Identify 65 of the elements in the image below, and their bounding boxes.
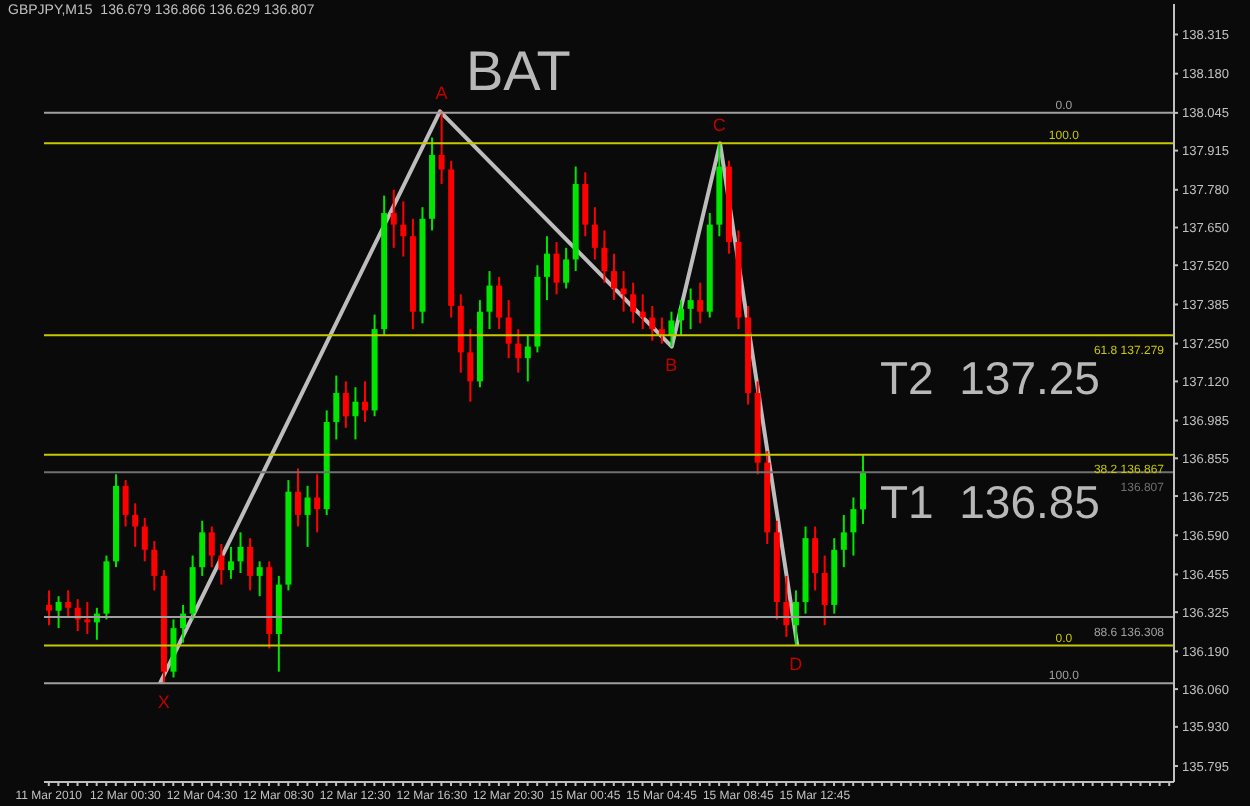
candlestick xyxy=(821,554,828,627)
candlestick xyxy=(486,270,493,331)
annotation: A xyxy=(435,83,448,104)
candlestick xyxy=(840,513,847,569)
candlestick xyxy=(218,542,225,586)
candlestick xyxy=(170,618,177,679)
candlestick xyxy=(505,299,512,360)
candlestick xyxy=(783,574,790,638)
candlestick xyxy=(630,281,637,325)
candlestick xyxy=(132,502,139,548)
candlestick xyxy=(515,328,522,374)
annotation: T2 137.25 xyxy=(880,352,1100,404)
candlestick xyxy=(352,386,359,441)
candlestick xyxy=(639,293,646,331)
candlestick xyxy=(582,171,589,238)
candlestick xyxy=(400,200,407,258)
candlestick xyxy=(314,473,321,534)
candlestick xyxy=(333,374,340,441)
candlestick xyxy=(199,519,206,577)
candlestick xyxy=(649,304,656,342)
candlestick xyxy=(678,299,685,336)
candlestick xyxy=(668,310,675,348)
candlestick xyxy=(208,525,215,569)
candlestick xyxy=(438,110,445,185)
annotation: B xyxy=(665,355,678,376)
candlestick xyxy=(362,380,369,424)
candlestick xyxy=(237,531,244,574)
candlestick xyxy=(390,188,397,249)
candlestick xyxy=(122,479,129,528)
candlestick xyxy=(850,496,857,557)
candlestick xyxy=(859,454,866,525)
candlestick xyxy=(543,235,550,302)
candlestick xyxy=(342,380,349,429)
candlestick xyxy=(457,293,464,374)
annotation: C xyxy=(712,115,727,136)
candlestick xyxy=(611,252,617,302)
candlestick xyxy=(55,595,62,630)
candlestick xyxy=(563,246,570,290)
candlestick xyxy=(687,287,694,331)
candlestick xyxy=(601,229,608,284)
annotation: D xyxy=(789,654,804,675)
candlestick xyxy=(524,333,531,383)
candlestick xyxy=(84,601,91,635)
candlestick xyxy=(792,589,799,647)
candlestick xyxy=(304,484,311,548)
candlestick xyxy=(467,328,474,403)
line-series xyxy=(157,109,800,686)
candlestick xyxy=(189,554,196,621)
candlestick xyxy=(151,540,158,592)
candlestick xyxy=(227,545,234,580)
candlestick xyxy=(496,275,503,331)
annotation: T1 136.85 xyxy=(880,476,1100,528)
candlestick xyxy=(141,516,148,563)
candlestick xyxy=(247,537,254,592)
candlestick xyxy=(294,467,301,528)
candlestick xyxy=(553,241,560,296)
candlestick xyxy=(256,560,263,598)
candlestick xyxy=(591,206,598,261)
annotation: X xyxy=(157,692,170,713)
candlestick xyxy=(812,525,819,592)
candlestick xyxy=(46,589,52,627)
candlestick xyxy=(65,589,72,618)
candlestick xyxy=(620,270,627,313)
annotation: BAT xyxy=(466,40,571,102)
candlestick xyxy=(697,281,704,325)
